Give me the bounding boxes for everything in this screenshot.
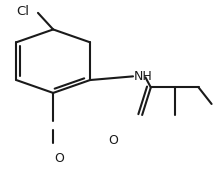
- Text: O: O: [55, 152, 65, 165]
- Text: NH: NH: [134, 70, 153, 83]
- Text: Cl: Cl: [16, 6, 29, 18]
- Text: O: O: [108, 134, 118, 147]
